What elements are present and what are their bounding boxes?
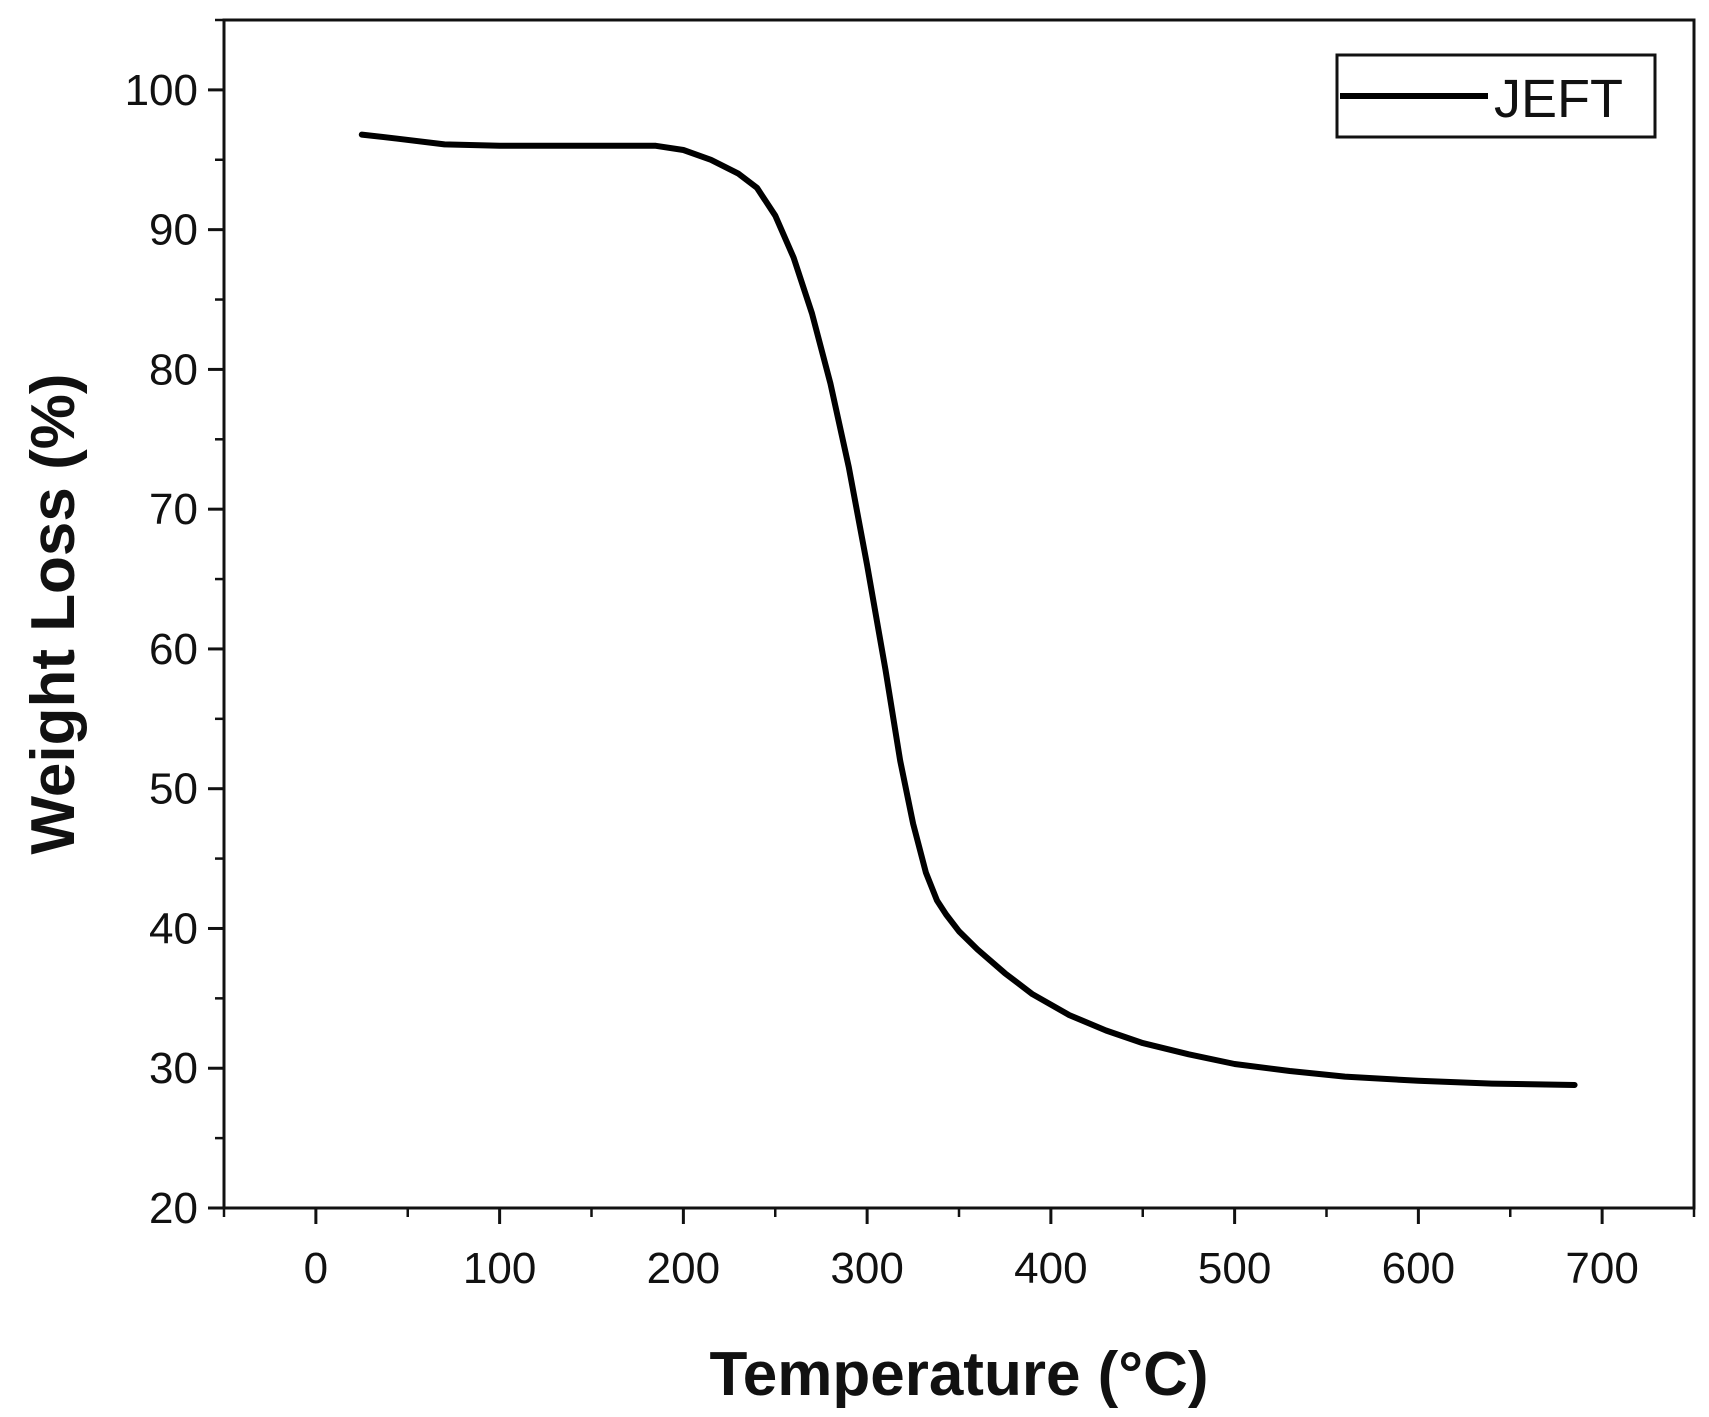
y-axis-title: Weight Loss (%) <box>19 373 88 854</box>
x-tick-label: 300 <box>830 1244 903 1293</box>
x-axis-tick-labels: 0 100 200 300 400 500 600 700 <box>304 1244 1639 1293</box>
x-tick-label: 0 <box>304 1244 328 1293</box>
x-tick-label: 200 <box>647 1244 720 1293</box>
y-tick-label: 100 <box>125 66 198 115</box>
y-axis-tick-labels: 20 30 40 50 60 70 80 90 100 <box>125 66 198 1233</box>
x-tick-label: 400 <box>1014 1244 1087 1293</box>
y-tick-label: 40 <box>149 904 198 953</box>
x-axis-title: Temperature (°C) <box>709 1340 1208 1409</box>
legend-label-jeft: JEFT <box>1494 69 1623 129</box>
y-tick-label: 20 <box>149 1184 198 1233</box>
x-tick-label: 100 <box>463 1244 536 1293</box>
series-line-jeft <box>358 131 1578 1088</box>
y-tick-label: 30 <box>149 1044 198 1093</box>
y-tick-label: 90 <box>149 206 198 255</box>
y-tick-label: 50 <box>149 765 198 814</box>
x-tick-label: 500 <box>1198 1244 1271 1293</box>
x-axis-ticks <box>222 1208 1696 1224</box>
plot-frame <box>222 18 1696 1210</box>
y-axis-ticks <box>208 18 224 1210</box>
x-tick-label: 700 <box>1565 1244 1638 1293</box>
y-tick-label: 60 <box>149 625 198 674</box>
y-tick-label: 80 <box>149 345 198 394</box>
legend: JEFT <box>1335 53 1657 139</box>
y-tick-label: 70 <box>149 485 198 534</box>
x-tick-label: 600 <box>1382 1244 1455 1293</box>
